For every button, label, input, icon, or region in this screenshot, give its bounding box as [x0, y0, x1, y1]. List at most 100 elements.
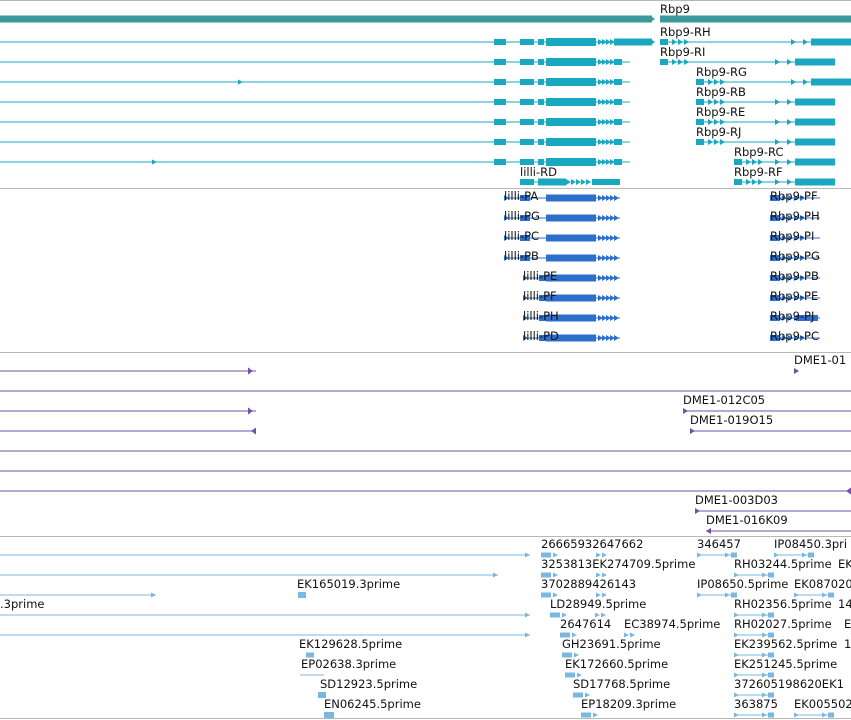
- exon-chevron: [800, 255, 805, 261]
- est-label[interactable]: IP08450.3pri: [774, 537, 848, 551]
- transcript-label[interactable]: Rbp9-RH: [660, 25, 711, 39]
- protein-label[interactable]: Rbp9-PJ: [770, 309, 815, 323]
- est-label[interactable]: EP02638.3prime: [301, 657, 397, 671]
- est-label[interactable]: 2647614: [560, 617, 612, 631]
- est-label[interactable]: RH03244.5prime: [734, 557, 832, 571]
- exon-block: [546, 194, 596, 202]
- clone-label[interactable]: DME1-019O15: [690, 413, 774, 427]
- est-label[interactable]: E: [844, 617, 851, 631]
- exon-chevron: [602, 235, 607, 241]
- clone-label[interactable]: DME1-016K09: [706, 513, 788, 527]
- protein-label[interactable]: Rbp9-PC: [770, 329, 820, 343]
- est-label[interactable]: RH02356.5prime: [734, 597, 832, 611]
- est-label[interactable]: 1: [844, 637, 851, 651]
- est-label[interactable]: EK172660.5prime: [565, 657, 669, 671]
- clone-label[interactable]: DME1-01: [794, 353, 847, 367]
- exon-chevron: [788, 235, 793, 241]
- protein-label[interactable]: Rbp9-PF: [770, 189, 818, 203]
- exon-block: [546, 274, 596, 282]
- transcript-label[interactable]: Rbp9-RB: [696, 85, 746, 99]
- gene-label[interactable]: Rbp9: [660, 2, 690, 16]
- clone-label[interactable]: DME1-012C05: [683, 393, 766, 407]
- protein-label[interactable]: Rbp9-PH: [770, 209, 820, 223]
- direction-arrow: [791, 79, 796, 85]
- est-label[interactable]: EK239562.5prime: [734, 637, 838, 651]
- est-arrow: [553, 592, 558, 598]
- est-label[interactable]: EK165019.3prime: [297, 577, 401, 591]
- protein-label[interactable]: Rbp9-PE: [770, 289, 819, 303]
- protein-label[interactable]: Rbp9-PI: [770, 229, 815, 243]
- protein-label[interactable]: lilli-PH: [523, 309, 559, 323]
- est-label[interactable]: 26665932647662: [541, 537, 644, 551]
- est-label[interactable]: 346457: [697, 537, 741, 551]
- est-label[interactable]: SD12923.5prime: [320, 677, 418, 691]
- direction-arrow: [787, 139, 792, 145]
- exon-block: [546, 254, 596, 262]
- exon-block: [520, 235, 530, 241]
- est-label[interactable]: GH23691.5prime: [562, 637, 661, 651]
- est-label[interactable]: 363875: [734, 697, 778, 711]
- protein-label[interactable]: Rbp9-PG: [770, 249, 820, 263]
- est-label[interactable]: EK129628.5prime: [299, 637, 403, 651]
- protein-label[interactable]: lilli-PE: [523, 269, 558, 283]
- est-label[interactable]: IP08650.5prime: [697, 577, 789, 591]
- est-label[interactable]: SD17768.5prime: [573, 677, 671, 691]
- exon-chevron: [794, 255, 799, 261]
- protein-label[interactable]: lilli-PA: [504, 189, 539, 203]
- est-label[interactable]: 372605198620EK1: [734, 677, 844, 691]
- est-arrow: [794, 712, 799, 718]
- exon-chevron: [606, 79, 611, 85]
- est-label[interactable]: EP18209.3prime: [581, 697, 677, 711]
- protein-label[interactable]: lilli-PB: [504, 249, 539, 263]
- exon-chevron: [602, 255, 607, 261]
- exon-chevron: [610, 235, 615, 241]
- exon-chevron: [672, 39, 677, 45]
- protein-label[interactable]: lilli-PC: [504, 229, 540, 243]
- est-arrow: [601, 612, 606, 618]
- protein-label[interactable]: lilli-PG: [504, 209, 540, 223]
- est-label[interactable]: .3prime: [0, 597, 45, 611]
- exon-block: [494, 139, 506, 145]
- est-label[interactable]: RH02027.5prime: [734, 617, 832, 631]
- est-label[interactable]: LD28949.5prime: [550, 597, 647, 611]
- clone-end: [695, 508, 700, 514]
- transcript-label[interactable]: Rbp9-RI: [660, 45, 706, 59]
- est-label[interactable]: EK087020: [794, 577, 851, 591]
- exon-block: [494, 59, 506, 65]
- est-label[interactable]: EN06245.5prime: [324, 697, 421, 711]
- exon-block: [795, 98, 835, 106]
- exon-block: [546, 138, 596, 146]
- exon-block: [539, 315, 549, 321]
- transcript-label[interactable]: Rbp9-RE: [696, 105, 746, 119]
- transcript-label[interactable]: Rbp9-RG: [696, 65, 747, 79]
- exon-block: [770, 195, 780, 201]
- exon-block: [770, 215, 780, 221]
- exon-block: [592, 179, 620, 185]
- est-label[interactable]: 14: [838, 597, 851, 611]
- gene-bar: [0, 15, 652, 23]
- clone-label[interactable]: DME1-003D03: [695, 493, 778, 507]
- transcript-label[interactable]: Rbp9-RF: [734, 165, 783, 179]
- est-label[interactable]: EK005502: [794, 697, 851, 711]
- est-label[interactable]: EK251245.5prime: [734, 657, 838, 671]
- est-arrow: [734, 612, 739, 618]
- protein-label[interactable]: lilli-PD: [523, 329, 559, 343]
- exon-block: [494, 159, 506, 165]
- est-label[interactable]: EK: [838, 557, 851, 571]
- transcript-label[interactable]: lilli-RD: [520, 165, 557, 179]
- transcript-label[interactable]: Rbp9-RC: [734, 145, 784, 159]
- protein-label[interactable]: lilli-PF: [523, 289, 557, 303]
- exon-chevron: [782, 295, 787, 301]
- transcript-label[interactable]: Rbp9-RJ: [696, 125, 742, 139]
- est-label[interactable]: 3702889426143: [541, 577, 637, 591]
- exon-block: [795, 138, 835, 146]
- est-arrow: [762, 652, 767, 658]
- est-arrow: [553, 552, 558, 558]
- exon-chevron: [672, 59, 677, 65]
- est-label[interactable]: EC38974.5prime: [624, 617, 721, 631]
- est-label[interactable]: 3253813EK274709.5prime: [541, 557, 696, 571]
- est-arrow: [734, 692, 739, 698]
- protein-label[interactable]: Rbp9-PB: [770, 269, 819, 283]
- exon-chevron: [610, 335, 615, 341]
- exon-block: [520, 79, 534, 85]
